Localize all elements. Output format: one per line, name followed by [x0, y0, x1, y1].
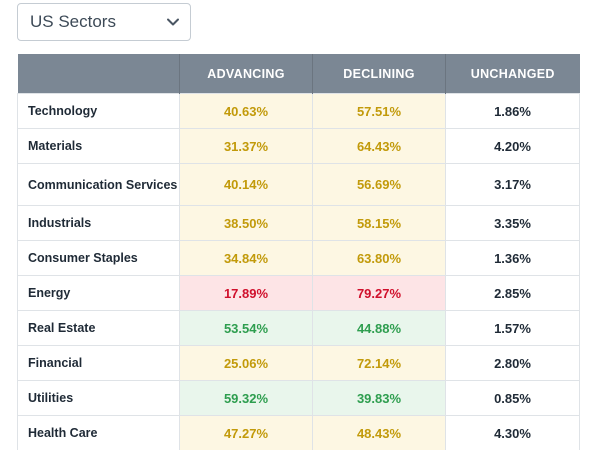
table-row: Financial 25.06% 72.14% 2.80%	[17, 345, 580, 381]
chevron-down-icon	[166, 17, 180, 27]
unchanged-value: 1.86%	[445, 93, 580, 129]
advancing-value: 25.06%	[179, 345, 313, 381]
sector-dropdown[interactable]: US Sectors	[17, 3, 191, 41]
unchanged-value: 0.85%	[445, 380, 580, 416]
sector-name: Consumer Staples	[17, 240, 180, 276]
advancing-value: 47.27%	[179, 415, 313, 450]
declining-value: 44.88%	[312, 310, 446, 346]
sector-name: Technology	[17, 93, 180, 129]
table-row: Industrials 38.50% 58.15% 3.35%	[17, 205, 580, 241]
unchanged-value: 2.80%	[445, 345, 580, 381]
sector-breadth-table: ADVANCING DECLINING UNCHANGED Technology…	[17, 54, 580, 450]
declining-value: 39.83%	[312, 380, 446, 416]
declining-value: 56.69%	[312, 163, 446, 206]
advancing-value: 59.32%	[179, 380, 313, 416]
declining-value: 72.14%	[312, 345, 446, 381]
declining-value: 57.51%	[312, 93, 446, 129]
sector-name: Financial	[17, 345, 180, 381]
table-row: Health Care 47.27% 48.43% 4.30%	[17, 415, 580, 450]
sector-name: Energy	[17, 275, 180, 311]
declining-value: 79.27%	[312, 275, 446, 311]
sector-name: Real Estate	[17, 310, 180, 346]
sector-name: Health Care	[17, 415, 180, 450]
sector-dropdown-label: US Sectors	[30, 12, 116, 31]
table-header-row: ADVANCING DECLINING UNCHANGED	[17, 54, 580, 94]
header-declining: DECLINING	[312, 54, 446, 94]
table-row: Consumer Staples 34.84% 63.80% 1.36%	[17, 240, 580, 276]
header-sector	[17, 54, 180, 94]
header-advancing: ADVANCING	[179, 54, 313, 94]
advancing-value: 34.84%	[179, 240, 313, 276]
sector-name: Materials	[17, 128, 180, 164]
table-row: Utilities 59.32% 39.83% 0.85%	[17, 380, 580, 416]
unchanged-value: 1.36%	[445, 240, 580, 276]
unchanged-value: 3.17%	[445, 163, 580, 206]
declining-value: 48.43%	[312, 415, 446, 450]
sector-name: Industrials	[17, 205, 180, 241]
unchanged-value: 2.85%	[445, 275, 580, 311]
unchanged-value: 4.20%	[445, 128, 580, 164]
header-unchanged: UNCHANGED	[445, 54, 580, 94]
advancing-value: 17.89%	[179, 275, 313, 311]
table-row: Materials 31.37% 64.43% 4.20%	[17, 128, 580, 164]
unchanged-value: 1.57%	[445, 310, 580, 346]
advancing-value: 40.63%	[179, 93, 313, 129]
table-row: Communication Services 40.14% 56.69% 3.17%	[17, 163, 580, 206]
advancing-value: 40.14%	[179, 163, 313, 206]
table-row: Technology 40.63% 57.51% 1.86%	[17, 93, 580, 129]
declining-value: 58.15%	[312, 205, 446, 241]
table-row: Real Estate 53.54% 44.88% 1.57%	[17, 310, 580, 346]
advancing-value: 53.54%	[179, 310, 313, 346]
unchanged-value: 3.35%	[445, 205, 580, 241]
declining-value: 63.80%	[312, 240, 446, 276]
advancing-value: 31.37%	[179, 128, 313, 164]
sector-name: Communication Services	[17, 163, 180, 206]
unchanged-value: 4.30%	[445, 415, 580, 450]
sector-name: Utilities	[17, 380, 180, 416]
table-row: Energy 17.89% 79.27% 2.85%	[17, 275, 580, 311]
declining-value: 64.43%	[312, 128, 446, 164]
advancing-value: 38.50%	[179, 205, 313, 241]
